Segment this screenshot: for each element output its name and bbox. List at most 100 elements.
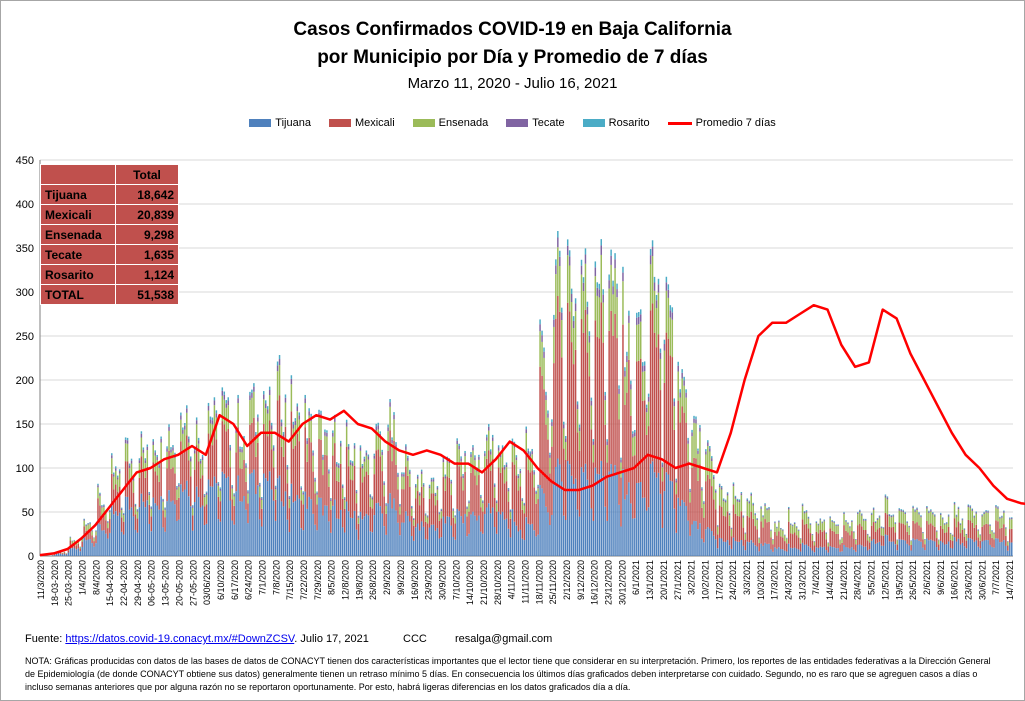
source-link[interactable]: https://datos.covid-19.conacyt.mx/#DownZ… — [65, 633, 295, 645]
bar-segment-tijuana — [742, 545, 745, 556]
bar-segment-rosarito — [109, 509, 111, 511]
bar-segment-tijuana — [756, 546, 758, 556]
bar-segment-rosarito — [363, 456, 366, 459]
bar-segment-mexicali — [274, 499, 277, 521]
bar-segment-mexicali — [130, 478, 133, 508]
bar-segment-rosarito — [543, 347, 545, 352]
bar-segment-rosarito — [872, 507, 875, 509]
bar-segment-tecate — [999, 517, 1001, 519]
summary-row-value: 18,642 — [115, 184, 179, 205]
bar-segment-rosarito — [292, 421, 295, 425]
bar-segment-tecate — [979, 534, 981, 536]
bar-segment-tijuana — [95, 543, 97, 556]
bar-segment-ensenada — [178, 486, 180, 498]
bar-segment-ensenada — [314, 481, 316, 494]
bar-segment-rosarito — [955, 514, 958, 516]
bar-segment-tecate — [969, 506, 972, 508]
bar-segment-rosarito — [592, 439, 595, 442]
bar-segment-mexicali — [468, 511, 470, 534]
bar-segment-rosarito — [886, 496, 889, 498]
bar-segment-tijuana — [83, 537, 85, 556]
bar-segment-mexicali — [555, 318, 557, 468]
bar-segment-rosarito — [643, 361, 646, 366]
legend-swatch-tijuana — [249, 119, 272, 127]
bar-segment-ensenada — [1001, 517, 1003, 528]
bar-segment-rosarito — [870, 512, 873, 514]
bar-segment-tijuana — [750, 540, 752, 556]
bar-segment-ensenada — [833, 522, 835, 532]
bar-segment-tecate — [341, 485, 344, 489]
bar-segment-tijuana — [420, 521, 423, 556]
bar-segment-rosarito — [728, 513, 731, 514]
bar-segment-mexicali — [227, 429, 229, 477]
bar-segment-tecate — [691, 432, 693, 437]
bar-segment-mexicali — [263, 424, 265, 474]
bar-segment-tijuana — [367, 515, 370, 556]
bar-segment-tijuana — [249, 473, 251, 556]
bar-segment-tijuana — [51, 555, 54, 556]
bar-segment-ensenada — [355, 493, 358, 504]
bar-segment-ensenada — [857, 514, 859, 526]
bar-segment-mexicali — [452, 517, 454, 537]
bar-segment-rosarito — [809, 523, 812, 524]
bar-segment-tijuana — [355, 529, 358, 556]
bar-segment-rosarito — [535, 490, 537, 492]
bar-segment-mexicali — [462, 490, 464, 524]
bar-segment-rosarito — [709, 446, 711, 449]
bar-segment-rosarito — [430, 477, 433, 480]
bar-segment-tecate — [211, 420, 214, 425]
bar-segment-tijuana — [385, 534, 387, 556]
bar-segment-mexicali — [488, 450, 490, 504]
bar-segment-ensenada — [598, 297, 601, 339]
bar-segment-tecate — [134, 504, 137, 507]
bar-segment-rosarito — [213, 397, 216, 401]
bar-segment-ensenada — [182, 433, 184, 454]
bar-segment-mexicali — [233, 505, 235, 525]
bar-segment-ensenada — [472, 450, 474, 468]
bar-segment-ensenada — [774, 523, 776, 532]
bar-segment-ensenada — [734, 498, 737, 514]
bar-segment-ensenada — [124, 443, 127, 462]
bar-segment-tijuana — [819, 546, 822, 556]
bar-segment-tecate — [454, 516, 456, 518]
bar-segment-tijuana — [730, 548, 733, 556]
bar-segment-tecate — [264, 403, 267, 409]
bar-segment-mexicali — [440, 518, 443, 538]
bar-segment-tijuana — [744, 550, 747, 556]
bar-segment-ensenada — [235, 432, 237, 453]
bar-segment-ensenada — [784, 535, 786, 542]
bar-segment-rosarito — [588, 331, 591, 336]
y-tick-label: 350 — [16, 243, 34, 255]
bar-segment-tecate — [519, 470, 522, 474]
bar-segment-mexicali — [381, 471, 383, 514]
bar-segment-tecate — [407, 457, 409, 461]
bar-segment-mexicali — [529, 472, 531, 525]
bar-segment-mexicali — [829, 528, 831, 547]
bar-segment-tijuana — [93, 546, 95, 556]
bar-segment-ensenada — [920, 517, 922, 528]
bar-segment-mexicali — [336, 480, 338, 519]
bar-segment-tijuana — [701, 538, 703, 556]
bar-segment-rosarito — [120, 507, 123, 509]
bar-segment-mexicali — [945, 532, 948, 545]
bar-segment-rosarito — [472, 445, 474, 448]
bar-segment-rosarito — [732, 482, 735, 484]
bar-segment-tecate — [132, 478, 135, 481]
bar-segment-tijuana — [405, 511, 407, 556]
bar-segment-ensenada — [296, 411, 299, 434]
bar-segment-rosarito — [495, 500, 498, 502]
bar-segment-rosarito — [474, 455, 476, 458]
bar-segment-tijuana — [543, 493, 545, 556]
bar-segment-ensenada — [326, 436, 328, 456]
bar-segment-tijuana — [592, 520, 595, 556]
bar-segment-ensenada — [381, 455, 383, 472]
bar-segment-tecate — [302, 492, 304, 495]
bar-segment-tijuana — [985, 539, 987, 556]
bar-segment-mexicali — [791, 534, 794, 549]
bar-segment-tijuana — [89, 539, 91, 556]
bar-segment-mexicali — [594, 320, 597, 468]
bar-segment-tijuana — [164, 531, 166, 556]
summary-row-label: Mexicali — [40, 204, 116, 225]
x-tick-label: 14/4/2021 — [825, 560, 835, 600]
bar-segment-tijuana — [833, 547, 835, 556]
